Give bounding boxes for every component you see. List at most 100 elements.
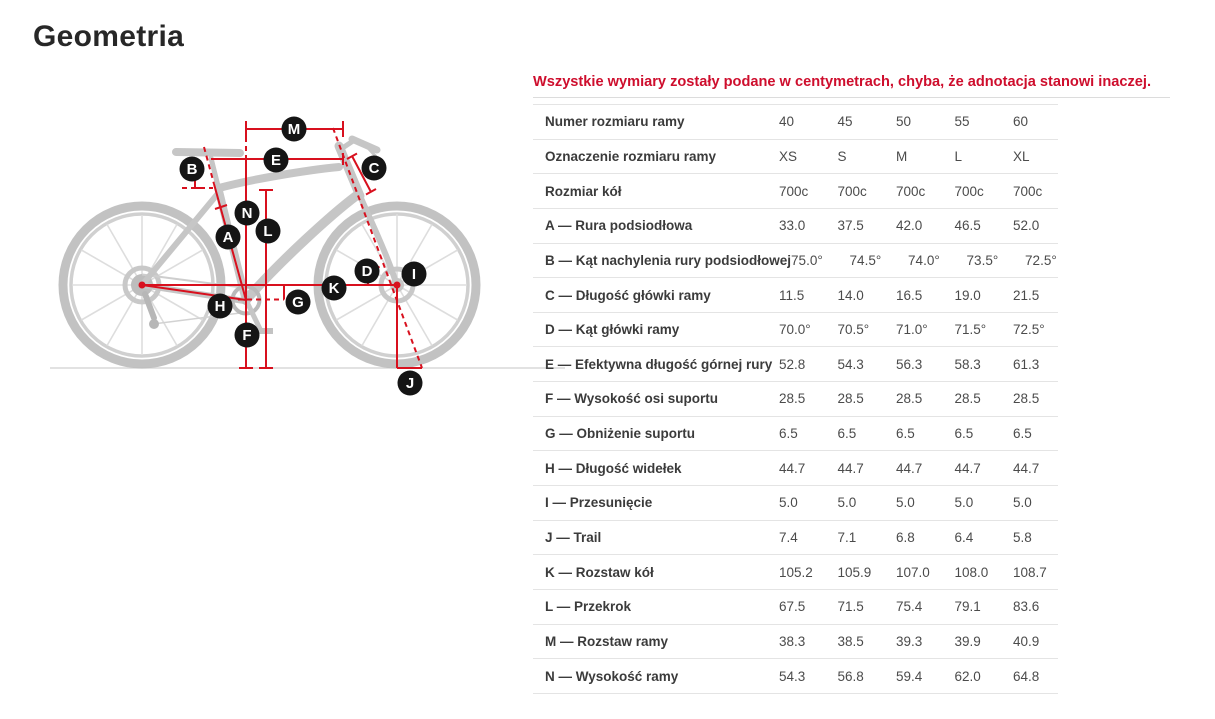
row-value: 5.0 [837, 495, 857, 511]
row-value: 700c [954, 183, 984, 199]
row-value: 700c [779, 183, 809, 199]
row-value: 16.5 [896, 287, 923, 303]
row-value: 21.5 [1013, 287, 1040, 303]
diagram-label-c [361, 155, 387, 181]
diagram-labels: A B C D E F G H I J K L M N [179, 116, 427, 396]
diagram-label-letter: H [215, 298, 226, 315]
row-value: 38.5 [837, 633, 864, 649]
row-value: 44.7 [779, 460, 806, 476]
diagram-label-letter: E [271, 152, 281, 169]
row-value: L [954, 148, 963, 164]
row-value: 700c [896, 183, 926, 199]
table-row: F — Wysokość osi suportu 28.5 28.5 28.5 28.5… [533, 382, 1058, 417]
row-value: 62.0 [954, 668, 981, 684]
table-row: Numer rozmiaru ramy 40 45 50 55 60 [533, 105, 1058, 140]
bike-geometry-diagram: A B C D E F G H I J K L M N [50, 116, 565, 396]
row-value: 33.0 [779, 218, 806, 234]
row-value: 28.5 [954, 391, 981, 407]
row-label: A — Rura podsiodłowa [545, 218, 693, 234]
diagram-label-letter: C [369, 160, 380, 177]
diagram-label-b [179, 156, 205, 182]
page-title: Geometria [33, 20, 185, 53]
row-value: 37.5 [837, 218, 864, 234]
row-value: 56.3 [896, 356, 923, 372]
diagram-label-i [401, 261, 427, 287]
table-row: K — Rozstaw kół 105.2 105.9 107.0 108.0 108.7 [533, 555, 1058, 590]
table-row: I — Przesunięcie 5.0 5.0 5.0 5.0 5.0 [533, 486, 1058, 521]
row-value: 5.0 [779, 495, 798, 511]
row-value: 6.5 [837, 426, 857, 442]
diagram-label-j [397, 370, 423, 396]
table-row: H — Długość widełek 44.7 44.7 44.7 44.7 44.7 [533, 451, 1058, 487]
row-label: L — Przekrok [545, 599, 632, 615]
row-value: 42.0 [896, 218, 923, 234]
row-value: 11.5 [779, 287, 805, 303]
diagram-label-h [207, 293, 233, 319]
row-value: 39.9 [954, 633, 981, 649]
row-label: M — Rozstaw ramy [545, 633, 669, 649]
row-value: M [896, 148, 908, 164]
diagram-label-d [354, 258, 380, 284]
row-label: Oznaczenie rozmiaru ramy [545, 148, 717, 164]
row-value: 83.6 [1013, 599, 1040, 615]
row-value: 7.4 [779, 530, 798, 545]
row-value: 6.5 [779, 426, 798, 442]
row-value: 59.4 [896, 668, 923, 684]
row-value: 67.5 [779, 599, 806, 615]
row-value: 108.7 [1013, 564, 1047, 580]
row-value: 28.5 [896, 391, 923, 407]
table-row: D — Kąt główki ramy 70.0° 70.5° 71.0° 71.5° 7… [533, 313, 1058, 348]
row-value: XS [779, 148, 798, 164]
row-value: 19.0 [954, 287, 981, 303]
row-value: 64.8 [1013, 668, 1040, 684]
row-value: 72.5° [1013, 322, 1045, 338]
row-value: 105.2 [779, 564, 813, 580]
row-value: 28.5 [1013, 391, 1040, 407]
row-value: 52.8 [779, 356, 806, 372]
table-row: A — Rura podsiodłowa 33.0 37.5 42.0 46.5 52.0 [533, 209, 1058, 244]
table-row: Oznaczenie rozmiaru ramy XS S M L XL [533, 140, 1058, 175]
row-value: 50 [896, 114, 912, 130]
row-value: 46.5 [954, 218, 981, 234]
row-value: 5.8 [1013, 530, 1032, 545]
table-row: C — Długość główki ramy 11.5 14.0 16.5 19.0 2… [533, 278, 1058, 313]
row-value: 5.0 [954, 495, 974, 511]
diagram-label-g [285, 289, 311, 315]
diagram-label-letter: M [288, 121, 301, 138]
diagram-label-f [234, 322, 260, 348]
row-label: F — Wysokość osi suportu [545, 391, 719, 407]
diagram-label-letter: K [329, 280, 340, 297]
row-value: 45 [837, 114, 853, 130]
row-value: 58.3 [954, 356, 981, 372]
table-row: L — Przekrok 67.5 71.5 75.4 79.1 83.6 [533, 590, 1058, 625]
row-value: 70.5° [837, 322, 870, 338]
row-value: 56.8 [837, 668, 864, 684]
diagram-label-k [321, 275, 347, 301]
row-value: 105.9 [837, 564, 872, 580]
row-label: Rozmiar kół [545, 183, 622, 199]
diagram-label-letter: A [223, 229, 234, 246]
table-row: E — Efektywna długość górnej rury 52.8 54.… [533, 347, 1058, 383]
diagram-label-letter: G [292, 294, 304, 311]
diagram-label-letter: L [263, 223, 272, 240]
diagram-label-l [255, 218, 281, 244]
row-value: 700c [837, 183, 867, 199]
row-label: C — Długość główki ramy [545, 287, 711, 303]
diagram-label-letter: D [362, 263, 373, 280]
row-value: 5.0 [896, 495, 915, 511]
table-row: B — Kąt nachylenia rury podsiodłowej 75.0… [533, 244, 1058, 279]
diagram-label-letter: B [187, 161, 198, 178]
row-value: 5.0 [1013, 495, 1032, 511]
row-value: 39.3 [896, 633, 923, 649]
row-value: 74.5° [849, 252, 882, 268]
row-value: 44.7 [837, 460, 864, 476]
diagram-label-letter: N [242, 205, 253, 222]
row-value: 700c [1013, 183, 1043, 199]
row-value: 6.5 [896, 426, 915, 442]
row-label: Numer rozmiaru ramy [545, 114, 685, 130]
table-row: N — Wysokość ramy 54.3 56.8 59.4 62.0 64.8 [533, 659, 1058, 694]
row-value: 107.0 [896, 564, 930, 580]
diagram-label-letter: F [242, 327, 251, 344]
row-label: N — Wysokość ramy [545, 668, 679, 684]
